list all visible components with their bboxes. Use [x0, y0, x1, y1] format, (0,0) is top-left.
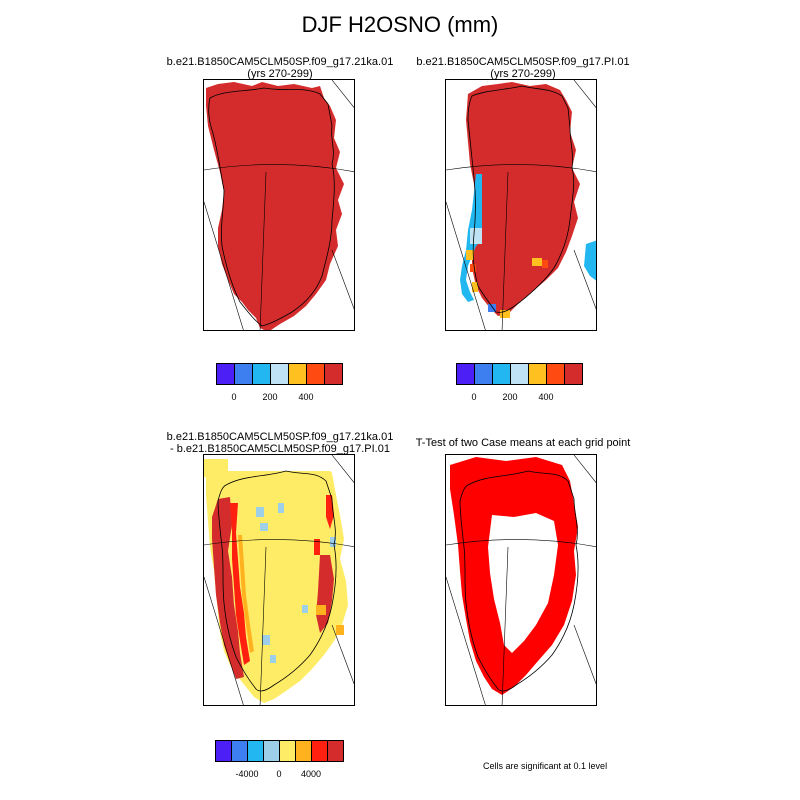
map-diff [203, 454, 355, 706]
colorbar-swatch [235, 364, 253, 384]
panel-title-case2-line1: b.e21.B1850CAM5CLM50SP.f09_g17.PI.01 [416, 56, 630, 68]
colorbar-swatch [289, 364, 307, 384]
colorbar-swatch [264, 741, 280, 761]
colorbar-swatch [565, 364, 582, 384]
colorbar-case1 [216, 363, 343, 385]
map-case2 [445, 79, 597, 331]
colorbar-swatch [280, 741, 296, 761]
colorbar-swatch [547, 364, 565, 384]
colorbar-swatch [529, 364, 547, 384]
panel-title-ttest-line1: T-Test of two Case means at each grid po… [415, 437, 631, 449]
colorbar-swatch [328, 741, 343, 761]
colorbar-swatch [248, 741, 264, 761]
snow-field [206, 82, 344, 330]
colorbar-swatch [325, 364, 342, 384]
map-case1 [203, 79, 355, 331]
colorbar-diff-tick-label: -4000 [235, 769, 259, 779]
colorbar-diff [215, 740, 344, 762]
panel-title-case1: b.e21.B1850CAM5CLM50SP.f09_g17.21ka.01 (… [160, 56, 400, 80]
snow-field [466, 82, 580, 316]
panel-title-case2: b.e21.B1850CAM5CLM50SP.f09_g17.PI.01 (yr… [403, 56, 643, 80]
panel-title-diff: b.e21.B1850CAM5CLM50SP.f09_g17.21ka.01 -… [160, 431, 400, 455]
panel-title-case2-line2: (yrs 270-299) [490, 68, 556, 80]
colorbar-case1-tick-label: 0 [231, 392, 237, 402]
colorbar-case2-tick-label: 400 [538, 392, 554, 402]
colorbar-case2 [456, 363, 583, 385]
colorbar-swatch [511, 364, 529, 384]
panel-title-case1-line1: b.e21.B1850CAM5CLM50SP.f09_g17.21ka.01 [166, 56, 394, 68]
significance-note: Cells are significant at 0.1 level [483, 761, 608, 771]
colorbar-case2-tick-label: 0 [471, 392, 477, 402]
colorbar-swatch [312, 741, 328, 761]
colorbar-swatch [232, 741, 248, 761]
colorbar-swatch [253, 364, 271, 384]
colorbar-swatch [475, 364, 493, 384]
figure-title: DJF H2OSNO (mm) [301, 12, 499, 37]
colorbar-swatch [457, 364, 475, 384]
colorbar-swatch [217, 364, 235, 384]
map-ttest [445, 454, 597, 706]
colorbar-swatch [216, 741, 232, 761]
colorbar-diff-tick-label: 0 [276, 769, 282, 779]
panel-title-diff-line1: b.e21.B1850CAM5CLM50SP.f09_g17.21ka.01 [166, 431, 394, 443]
panel-title-case1-line2: (yrs 270-299) [247, 68, 313, 80]
colorbar-case2-tick-label: 200 [502, 392, 518, 402]
colorbar-case1-tick-label: 400 [298, 392, 314, 402]
colorbar-diff-tick-label: 4000 [300, 769, 322, 779]
panel-title-ttest: T-Test of two Case means at each grid po… [403, 437, 643, 449]
panel-title-diff-line2: - b.e21.B1850CAM5CLM50SP.f09_g17.PI.01 [170, 443, 390, 455]
colorbar-swatch [307, 364, 325, 384]
colorbar-swatch [296, 741, 312, 761]
colorbar-swatch [271, 364, 289, 384]
significant-region [450, 457, 578, 695]
low-snow-east [584, 240, 596, 281]
colorbar-case1-tick-label: 200 [262, 392, 278, 402]
colorbar-swatch [493, 364, 511, 384]
